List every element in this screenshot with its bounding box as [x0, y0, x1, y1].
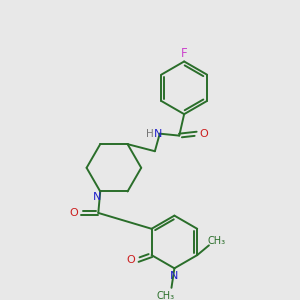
Text: O: O [199, 129, 208, 139]
Text: N: N [170, 271, 178, 281]
Text: N: N [154, 129, 162, 139]
Text: N: N [93, 192, 101, 202]
Text: H: H [146, 129, 154, 139]
Text: O: O [127, 255, 136, 265]
Text: CH₃: CH₃ [208, 236, 226, 247]
Text: F: F [181, 47, 188, 60]
Text: CH₃: CH₃ [157, 291, 175, 300]
Text: O: O [70, 208, 78, 218]
